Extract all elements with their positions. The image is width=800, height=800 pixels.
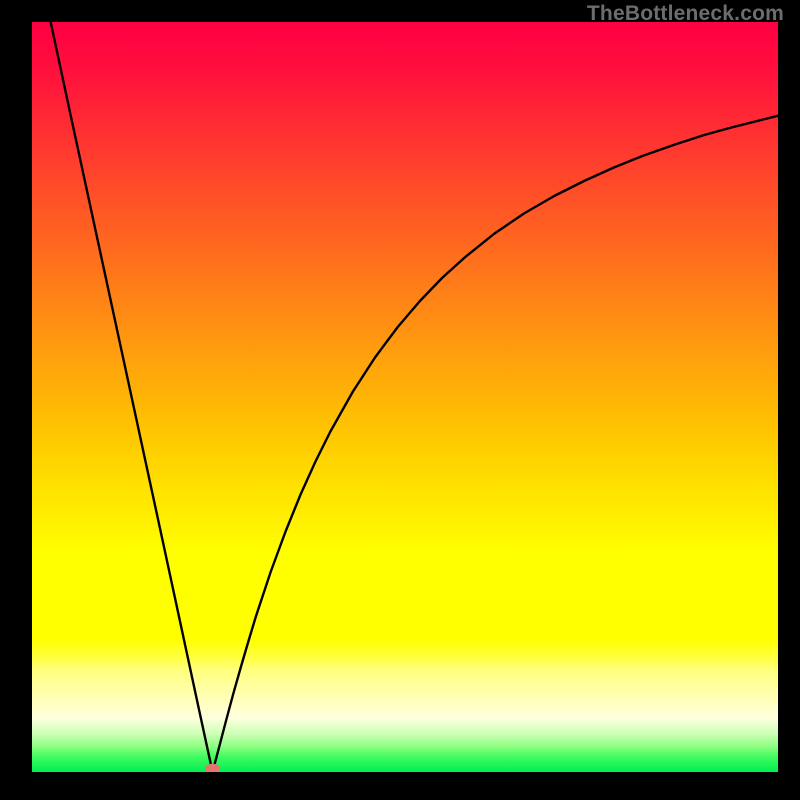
plot-area [32, 22, 778, 772]
gradient-background [32, 22, 778, 772]
chart-container: TheBottleneck.com [0, 0, 800, 800]
chart-svg [32, 22, 778, 772]
